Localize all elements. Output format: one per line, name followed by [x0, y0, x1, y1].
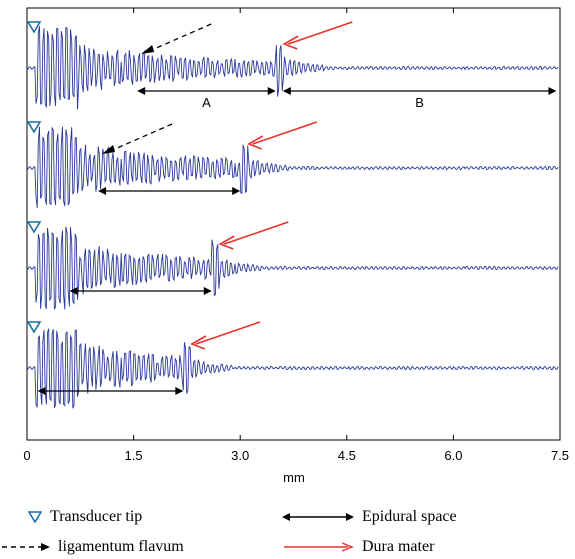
dura-mater-arrowhead	[246, 135, 264, 150]
x-tick-label: 6.0	[444, 448, 462, 463]
x-tick-label: 4.5	[338, 448, 356, 463]
signal-trace-1	[26, 26, 559, 110]
signal-trace-4	[26, 328, 559, 409]
dura-mater-arrow	[288, 21, 353, 45]
ligamentum-flavum-arrowhead	[141, 45, 155, 54]
legend-epidural-space: Epidural space	[282, 508, 457, 526]
legend-dura-mater: Dura mater	[282, 538, 434, 556]
x-axis-label: mm	[283, 470, 305, 485]
x-tick-label: 1.5	[125, 448, 143, 463]
dura-mater-arrow	[195, 321, 261, 345]
epidural-segment-arrowhead-right	[175, 387, 184, 395]
dashed-arrow-icon	[2, 543, 50, 551]
epidural-segment-arrowhead-left	[69, 287, 78, 295]
legend-transducer-tip: Transducer tip	[28, 508, 142, 526]
epidural-segment-arrowhead-left	[98, 187, 107, 195]
x-tick-label: 3.0	[231, 448, 249, 463]
epidural-segment-arrowhead-right	[203, 287, 212, 295]
signal-trace-3	[26, 226, 559, 310]
plot-frame	[26, 7, 561, 441]
signal-traces	[26, 26, 559, 409]
x-tick-label: 7.5	[551, 448, 569, 463]
legend-ligamentum-flavum: ligamentum flavum	[0, 538, 184, 556]
dura-mater-arrow	[224, 221, 289, 245]
epidural-segment-arrowhead-left	[37, 387, 46, 395]
dura-mater-arrowhead	[190, 335, 207, 350]
double-arrow-icon	[282, 513, 354, 521]
triangle-marker-icon	[28, 511, 42, 523]
legend-ligamentum-flavum-label: ligamentum flavum	[58, 538, 184, 555]
ligamentum-flavum-arrow	[107, 123, 173, 153]
transducer-tip-marker	[26, 321, 42, 334]
legend-epidural-space-label: Epidural space	[362, 508, 457, 525]
legend: Transducer tip Epidural space ligamentum…	[0, 500, 575, 559]
epidural-segment-arrowhead-right	[232, 187, 241, 195]
signal-trace-2	[26, 126, 559, 209]
epidural-segment-arrowhead-left	[137, 87, 146, 95]
transducer-tip-marker	[26, 221, 42, 234]
x-tick-label: 0	[23, 448, 30, 463]
legend-transducer-tip-label: Transducer tip	[50, 508, 143, 525]
epidural-segment-arrowhead-right	[267, 87, 276, 95]
x-axis-ticks: 0 1.5 3.0 4.5 6.0 7.5	[23, 8, 569, 463]
epidural-segment-arrowhead-left	[282, 87, 291, 95]
segment-label-a: A	[202, 95, 211, 110]
transducer-tip-marker	[26, 121, 42, 134]
ligamentum-flavum-arrowhead	[102, 145, 116, 154]
dura-mater-arrowhead	[282, 35, 299, 50]
epidural-segment-arrowhead-right	[548, 87, 557, 95]
red-arrow-icon	[284, 542, 354, 552]
transducer-tip-marker	[26, 21, 42, 34]
legend-dura-mater-label: Dura mater	[362, 538, 435, 555]
dura-mater-arrow	[252, 121, 318, 145]
dura-mater-arrowhead	[218, 235, 235, 250]
segment-label-b: B	[415, 95, 424, 110]
ligamentum-flavum-arrow	[146, 23, 212, 53]
